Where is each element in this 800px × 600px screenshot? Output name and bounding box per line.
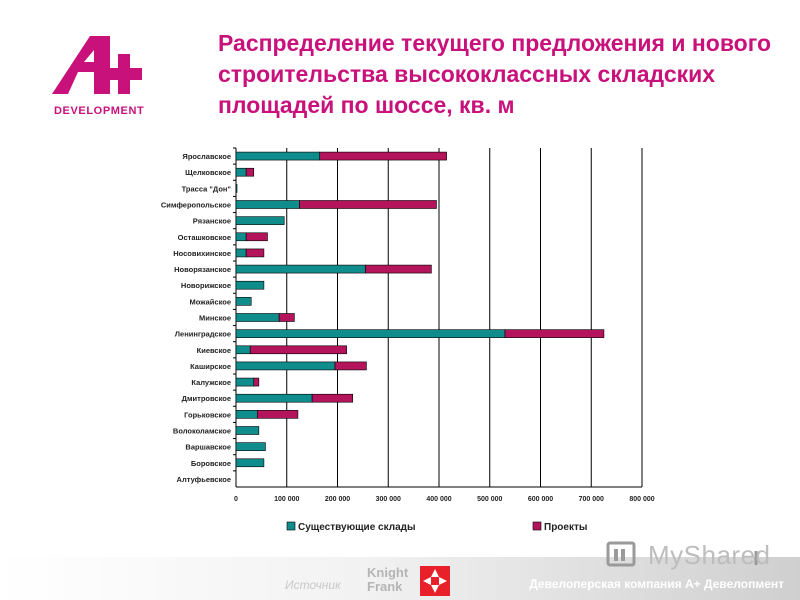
category-label: Калужское [191,378,231,387]
source-label: Источник [285,578,341,592]
bar-projects [334,361,367,371]
bar-existing [235,410,258,419]
bar-existing [235,280,265,290]
bar-projects [319,151,447,161]
category-label: Новорижское [181,281,231,290]
myshared-watermark-icon [606,541,758,567]
bar-existing [235,458,265,468]
bar-existing [235,329,506,338]
bar-existing [235,200,300,209]
category-label: Алтуфьевское [177,475,231,484]
x-tick-label: 100 000 [274,496,299,503]
bar-projects [249,345,347,355]
bar-existing [235,442,266,451]
x-tick-label: 700 000 [579,496,604,503]
bar-existing [235,377,255,387]
legend-label: Проекты [544,522,587,533]
bar-existing [235,151,321,161]
category-label: Дмитровское [182,394,231,403]
watermark-text: MyShared [648,540,771,570]
bar-projects [257,410,299,419]
bar-projects [311,393,354,403]
legend-label: Существующие склады [298,522,416,533]
company-name: Девелоперская компания А+ Девелопмент [529,577,784,591]
x-tick-label: 200 000 [325,496,350,503]
bar-existing [235,313,280,322]
legend-swatch [532,521,542,531]
bar-existing [235,361,336,371]
category-label: Щелковское [185,168,231,177]
page-title: Распределение текущего предложения и нов… [218,30,772,118]
bar-existing [235,264,366,274]
knight-frank-logo-icon [420,566,450,596]
bar-projects [504,329,605,338]
footer-bar [0,557,800,600]
legend-swatch [286,521,296,531]
bar-projects [245,232,268,242]
category-label: Симферопольское [161,201,231,210]
bar-existing [235,216,285,225]
bar-projects [245,167,255,177]
x-tick-label: 800 000 [629,496,654,503]
category-label: Можайское [190,297,232,306]
x-tick-label: 300 000 [376,496,401,503]
bar-existing [235,248,247,258]
bar-existing [235,393,313,403]
category-label: Трасса "Дон" [182,184,232,193]
category-label: Волоколамское [173,427,231,436]
bar-projects [278,313,295,322]
x-tick-label: 400 000 [426,496,451,503]
bar-existing [235,232,247,242]
logo-text: DEVELOPMENT [54,105,144,117]
bar-existing [235,426,260,435]
warehouse-supply-chart: 0 100 000 200 000 300 000 400 000 500 000 600 … [161,147,655,533]
bar-existing [235,184,238,193]
a-plus-development-logo: DEVELOPMENT [52,36,144,117]
category-label: Боровское [191,459,231,468]
category-label: Горьковское [184,410,231,419]
category-label: Ленинградское [175,330,231,339]
category-label: Киевское [197,346,231,355]
x-tick-label: 0 [234,496,238,503]
category-label: Рязанское [193,217,231,226]
bar-existing [235,297,252,306]
bar-existing [235,167,247,177]
category-label: Ярославское [182,152,231,161]
category-label: Каширское [190,362,231,371]
bar-projects [365,264,432,274]
bar-existing [235,345,251,355]
category-label: Минское [199,314,231,323]
x-tick-label: 600 000 [528,496,553,503]
knight-frank-logo-text: Knight Frank [367,565,409,594]
bar-projects [299,200,437,209]
bar-projects [253,377,260,387]
category-label: Варшавское [185,443,231,452]
category-label: Носовихинское [173,249,231,258]
category-label: Новорязанское [174,265,231,274]
category-label: Осташковское [178,233,231,242]
bar-projects [245,248,265,258]
x-tick-label: 500 000 [477,496,502,503]
